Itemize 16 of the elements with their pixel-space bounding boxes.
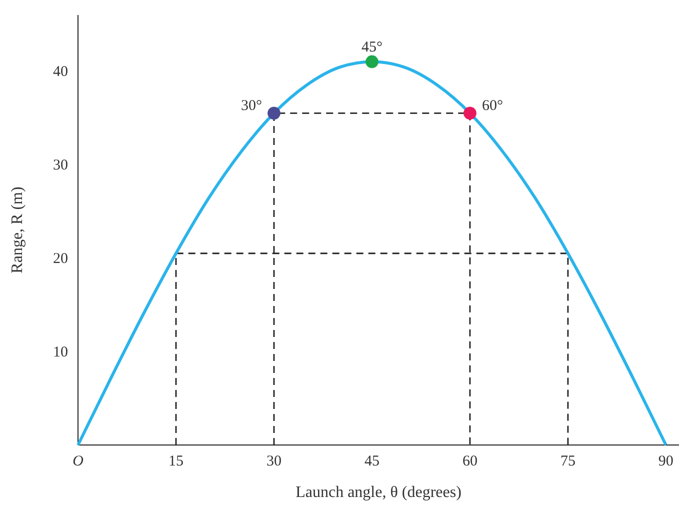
y-tick-label: 10	[53, 344, 68, 360]
x-tick-label: 60	[462, 454, 478, 470]
y-tick-label: 20	[53, 250, 68, 267]
y-tick-label: 40	[53, 64, 68, 80]
x-tick-label: 75	[560, 454, 576, 470]
y-tick-label: 30	[53, 157, 68, 174]
annotation: 60°	[482, 98, 503, 114]
x-tick-label: 30	[266, 454, 282, 470]
annotation: 30°	[240, 98, 262, 114]
y-axis-title: Range, R (m)	[9, 186, 26, 274]
annotation: 45°	[361, 40, 382, 56]
x-tick-label: 90	[658, 454, 674, 470]
x-tick-label: O	[72, 454, 84, 470]
x-tick-label: 45	[364, 454, 380, 470]
x-tick-label: 15	[168, 454, 184, 470]
x-axis-title: Launch angle, θ (degrees)	[296, 484, 462, 501]
